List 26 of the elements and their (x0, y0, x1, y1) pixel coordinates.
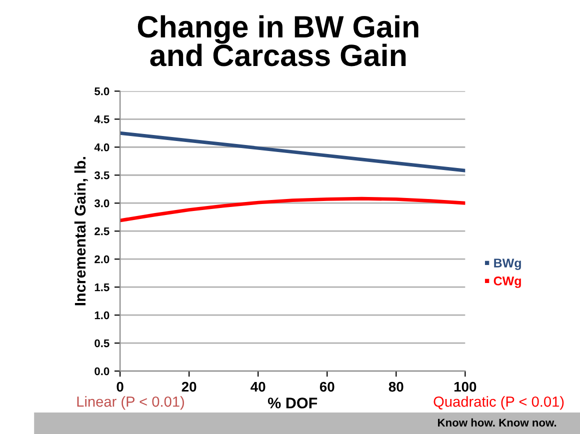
y-axis-title: Incremental Gain, lb. (74, 157, 88, 306)
y-tick-label: 2.0 (94, 255, 110, 264)
x-tick-label: 80 (388, 382, 404, 392)
text: Quadratic (P < 0.01) (434, 396, 564, 410)
x-tick-label: 100 (454, 382, 476, 392)
x-tick-label: 60 (320, 382, 334, 392)
x-tick-label: 40 (250, 382, 266, 392)
legend-label: BWg (494, 258, 521, 270)
text: Know how. Know now. (438, 418, 556, 427)
legend-label: CWg (494, 276, 521, 288)
y-tick-label: 1.5 (94, 283, 110, 292)
y-tick-label: 4.0 (94, 143, 110, 152)
x-axis-title: % DOF (268, 398, 318, 408)
y-tick-label: 3.0 (94, 199, 110, 208)
y-tick-label: 0.0 (94, 367, 110, 376)
y-tick-label: 5.0 (94, 87, 110, 96)
y-tick-label: 3.5 (94, 171, 110, 180)
y-tick-label: 0.5 (94, 339, 110, 348)
x-tick-label: 20 (182, 382, 196, 392)
y-tick-label: 4.5 (94, 116, 110, 124)
y-tick-label: 1.0 (94, 311, 110, 320)
chart-title: Change in BW Gain and Carcass Gain (138, 15, 418, 66)
line-series (120, 196, 466, 222)
text: Linear (P < 0.01) (77, 396, 184, 410)
x-tick-label: 0 (116, 382, 124, 392)
y-tick-label: 2.5 (94, 227, 110, 236)
